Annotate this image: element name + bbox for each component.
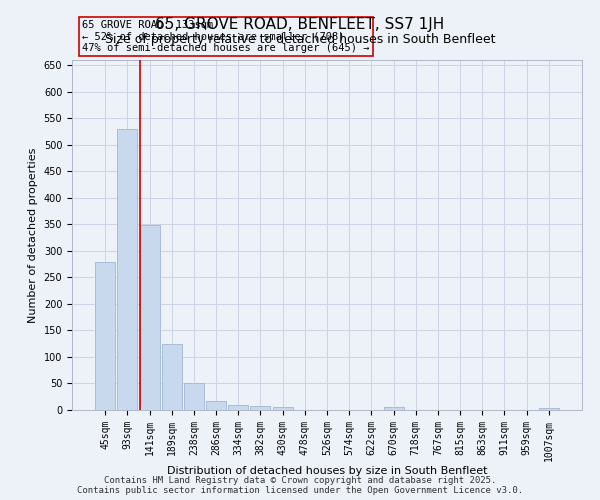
Bar bbox=[118, 129, 137, 410]
Y-axis label: Number of detached properties: Number of detached properties bbox=[28, 148, 38, 322]
Bar bbox=[250, 406, 271, 410]
Bar bbox=[206, 401, 226, 410]
Text: Size of property relative to detached houses in South Benfleet: Size of property relative to detached ho… bbox=[105, 32, 495, 46]
Text: 65, GROVE ROAD, BENFLEET, SS7 1JH: 65, GROVE ROAD, BENFLEET, SS7 1JH bbox=[155, 18, 445, 32]
X-axis label: Distribution of detached houses by size in South Benfleet: Distribution of detached houses by size … bbox=[167, 466, 487, 476]
Bar bbox=[95, 262, 115, 410]
Bar bbox=[184, 384, 204, 410]
Text: 65 GROVE ROAD: 133sqm
← 52% of detached houses are smaller (708)
47% of semi-det: 65 GROVE ROAD: 133sqm ← 52% of detached … bbox=[82, 20, 370, 53]
Bar bbox=[539, 408, 559, 410]
Bar bbox=[272, 408, 293, 410]
Bar bbox=[228, 405, 248, 410]
Bar bbox=[383, 408, 404, 410]
Bar bbox=[162, 344, 182, 410]
Text: Contains HM Land Registry data © Crown copyright and database right 2025.
Contai: Contains HM Land Registry data © Crown c… bbox=[77, 476, 523, 495]
Bar bbox=[140, 226, 160, 410]
